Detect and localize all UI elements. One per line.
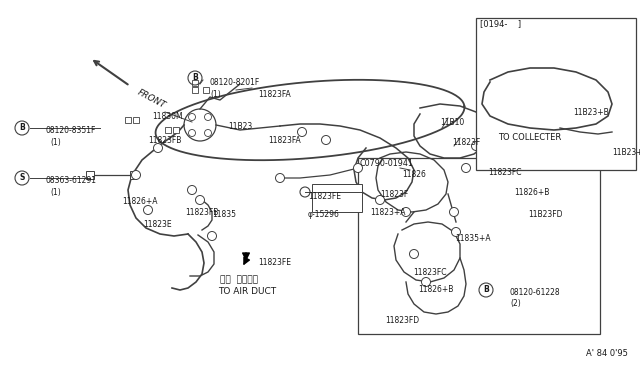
Bar bbox=[192, 80, 198, 86]
Circle shape bbox=[422, 278, 431, 286]
Text: 11823FE: 11823FE bbox=[308, 192, 341, 201]
Text: 11830M: 11830M bbox=[152, 112, 182, 121]
Text: A' 84 0'95: A' 84 0'95 bbox=[586, 349, 628, 358]
Text: 11B10: 11B10 bbox=[440, 118, 464, 127]
Text: 11823FA: 11823FA bbox=[258, 90, 291, 99]
Text: φ-15296: φ-15296 bbox=[308, 210, 340, 219]
Text: (2): (2) bbox=[510, 299, 521, 308]
Circle shape bbox=[472, 141, 481, 151]
Bar bbox=[125, 117, 131, 123]
Text: 08120-8351F: 08120-8351F bbox=[45, 126, 95, 135]
Text: 11826: 11826 bbox=[402, 170, 426, 179]
Text: 11826+A: 11826+A bbox=[122, 197, 157, 206]
Text: 08363-61291: 08363-61291 bbox=[45, 176, 96, 185]
Circle shape bbox=[451, 228, 461, 237]
Circle shape bbox=[154, 144, 163, 153]
Circle shape bbox=[195, 196, 205, 205]
Circle shape bbox=[207, 231, 216, 241]
Text: 11823FC: 11823FC bbox=[413, 268, 447, 277]
Text: (1): (1) bbox=[210, 90, 221, 99]
Text: 11823FD: 11823FD bbox=[385, 316, 419, 325]
Circle shape bbox=[461, 164, 470, 173]
Circle shape bbox=[321, 135, 330, 144]
Text: B: B bbox=[19, 124, 25, 132]
Bar bbox=[130, 171, 136, 179]
Bar bbox=[192, 87, 198, 93]
Text: (1): (1) bbox=[50, 188, 61, 197]
Text: B: B bbox=[192, 74, 198, 83]
Text: 11826+B: 11826+B bbox=[514, 188, 549, 197]
Text: 11B23FD: 11B23FD bbox=[528, 210, 563, 219]
Text: [0194-    ]: [0194- ] bbox=[480, 19, 521, 28]
Bar bbox=[165, 127, 171, 133]
Text: (1): (1) bbox=[50, 138, 61, 147]
Bar bbox=[358, 158, 600, 334]
Circle shape bbox=[376, 196, 385, 205]
Circle shape bbox=[131, 170, 141, 180]
Text: 11835+A: 11835+A bbox=[455, 234, 491, 243]
Text: 11823FE: 11823FE bbox=[258, 258, 291, 267]
Text: 11823F: 11823F bbox=[452, 138, 480, 147]
Text: B: B bbox=[483, 285, 489, 295]
Text: TO AIR DUCT: TO AIR DUCT bbox=[218, 287, 276, 296]
Text: 11823FB: 11823FB bbox=[185, 208, 218, 217]
Text: 11B23+B: 11B23+B bbox=[573, 108, 609, 117]
Text: TO COLLECTER: TO COLLECTER bbox=[499, 133, 562, 142]
Text: 11823FC: 11823FC bbox=[488, 168, 522, 177]
Bar bbox=[312, 184, 362, 212]
Circle shape bbox=[410, 250, 419, 259]
Text: 11823+A: 11823+A bbox=[370, 208, 406, 217]
Bar bbox=[173, 127, 179, 133]
Text: 11B23: 11B23 bbox=[228, 122, 252, 131]
Text: エア  ダクトへ: エア ダクトへ bbox=[220, 275, 258, 284]
Text: 11823F: 11823F bbox=[380, 190, 408, 199]
Bar bbox=[86, 171, 94, 179]
Text: 08120-61228: 08120-61228 bbox=[510, 288, 561, 297]
Text: 11826+B: 11826+B bbox=[418, 285, 453, 294]
Text: C0790-01941: C0790-01941 bbox=[360, 159, 414, 168]
Text: 11B23+B: 11B23+B bbox=[612, 148, 640, 157]
Circle shape bbox=[353, 164, 362, 173]
Bar bbox=[133, 117, 139, 123]
Text: 11823FA: 11823FA bbox=[268, 136, 301, 145]
Circle shape bbox=[143, 205, 152, 215]
Text: S: S bbox=[19, 173, 25, 183]
Circle shape bbox=[449, 208, 458, 217]
Bar bbox=[476, 18, 636, 170]
Circle shape bbox=[401, 208, 410, 217]
Circle shape bbox=[188, 186, 196, 195]
Text: 11823FB: 11823FB bbox=[148, 136, 181, 145]
Circle shape bbox=[275, 173, 285, 183]
Bar bbox=[203, 87, 209, 93]
Circle shape bbox=[298, 128, 307, 137]
Text: FRONT: FRONT bbox=[136, 88, 168, 110]
Text: 11835: 11835 bbox=[212, 210, 236, 219]
Text: 08120-8201F: 08120-8201F bbox=[210, 78, 260, 87]
Text: 11823E: 11823E bbox=[143, 220, 172, 229]
